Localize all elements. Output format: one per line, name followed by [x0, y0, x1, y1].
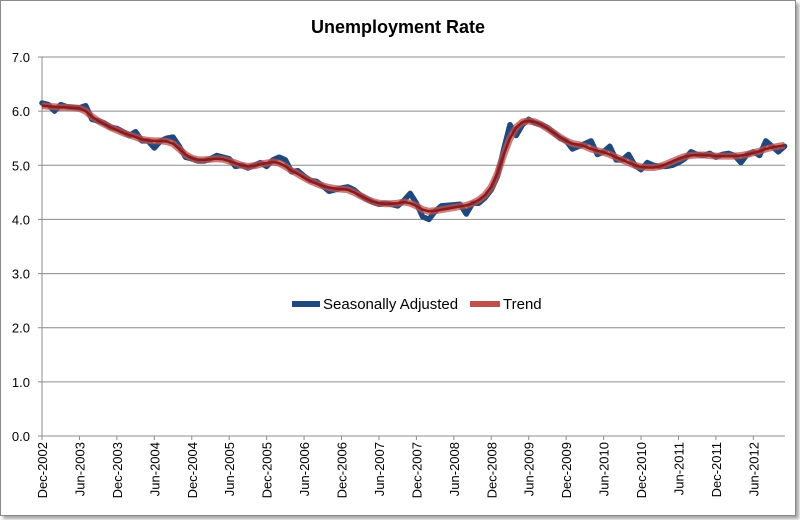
x-tick-label: Dec-2002	[35, 442, 50, 498]
series-line-trend-core	[41, 104, 785, 213]
x-tick-label: Dec-2008	[484, 442, 499, 498]
y-tick-label: 0.0	[12, 429, 30, 444]
x-tick-label: Dec-2003	[110, 442, 125, 498]
x-tick-label: Jun-2011	[671, 442, 686, 495]
y-tick-label: 1.0	[12, 375, 30, 390]
y-tick-label: 3.0	[12, 267, 30, 282]
x-tick-label: Dec-2006	[335, 442, 350, 498]
x-tick-label: Jun-2005	[222, 442, 237, 496]
x-tick-label: Jun-2012	[746, 442, 761, 496]
x-tick-label: Dec-2005	[260, 442, 275, 498]
y-tick-label: 2.0	[12, 321, 30, 336]
legend-label-seasonally-adjusted: Seasonally Adjusted	[323, 296, 458, 313]
x-tick-label: Dec-2011	[709, 442, 724, 497]
x-tick-label: Dec-2004	[185, 442, 200, 498]
x-tick-label: Jun-2008	[447, 442, 462, 496]
x-tick-label: Jun-2003	[72, 442, 87, 496]
y-tick-label: 4.0	[12, 212, 30, 227]
y-tick-label: 6.0	[12, 104, 30, 119]
legend-label-trend: Trend	[503, 296, 542, 313]
x-tick-label: Jun-2004	[147, 442, 162, 496]
x-tick-label: Dec-2010	[634, 442, 649, 498]
chart-title: Unemployment Rate	[311, 17, 485, 37]
x-tick-label: Dec-2009	[559, 442, 574, 498]
y-tick-label: 7.0	[12, 50, 30, 65]
x-tick-label: Jun-2010	[597, 442, 612, 496]
legend: Seasonally Adjusted Trend	[292, 296, 542, 313]
y-tick-label: 5.0	[12, 158, 30, 173]
x-tick-label: Jun-2006	[297, 442, 312, 496]
x-tick-label: Jun-2007	[372, 442, 387, 496]
x-tick-label: Jun-2009	[522, 442, 537, 496]
x-tick-label: Dec-2007	[409, 442, 424, 498]
